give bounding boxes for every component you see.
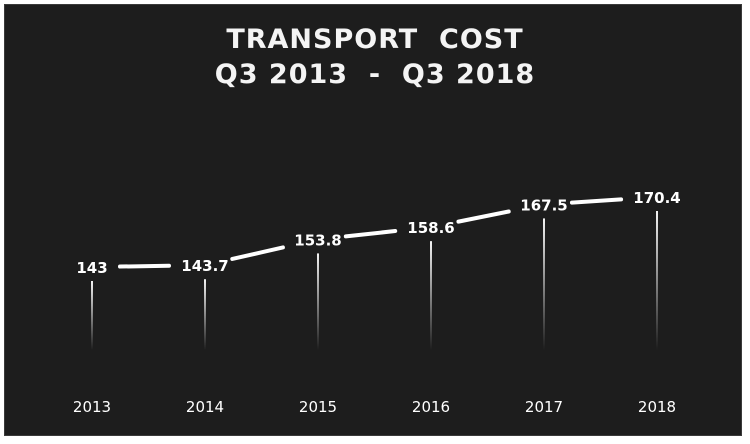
drop-line-2018 bbox=[656, 211, 658, 350]
drop-line-2015 bbox=[317, 253, 319, 350]
data-label-2014: 143.7 bbox=[181, 257, 228, 275]
drop-lines bbox=[91, 211, 658, 350]
line-segment-2015-2016 bbox=[343, 229, 398, 239]
data-labels: 143 143.7 153.8 158.6 167.5 170.4 bbox=[76, 189, 680, 277]
x-tick-2015: 2015 bbox=[299, 398, 337, 416]
data-label-2013: 143 bbox=[76, 259, 107, 277]
series bbox=[117, 197, 624, 269]
x-axis-tick-labels: 2013 2014 2015 2016 2017 2018 bbox=[73, 398, 676, 416]
data-label-2016: 158.6 bbox=[407, 219, 454, 237]
chart-frame bbox=[4, 4, 742, 436]
data-label-2017: 167.5 bbox=[520, 196, 567, 214]
x-tick-2013: 2013 bbox=[73, 398, 111, 416]
line-segment-2013-2014 bbox=[117, 263, 172, 269]
data-label-2015: 153.8 bbox=[294, 231, 341, 249]
x-tick-2017: 2017 bbox=[525, 398, 563, 416]
line-segment-2016-2017 bbox=[456, 209, 511, 224]
data-label-2018: 170.4 bbox=[633, 189, 680, 207]
x-tick-2014: 2014 bbox=[186, 398, 224, 416]
x-tick-2018: 2018 bbox=[638, 398, 676, 416]
drop-line-2013 bbox=[91, 281, 93, 350]
line-segment-2017-2018 bbox=[569, 197, 624, 205]
line-segment-2014-2015 bbox=[230, 245, 285, 261]
x-tick-2016: 2016 bbox=[412, 398, 450, 416]
chart-title: TRANSPORT COST bbox=[226, 24, 523, 55]
chart-subtitle: Q3 2013 - Q3 2018 bbox=[215, 59, 535, 90]
drop-line-2014 bbox=[204, 279, 206, 350]
drop-line-2016 bbox=[430, 241, 432, 350]
drop-line-2017 bbox=[543, 218, 545, 350]
